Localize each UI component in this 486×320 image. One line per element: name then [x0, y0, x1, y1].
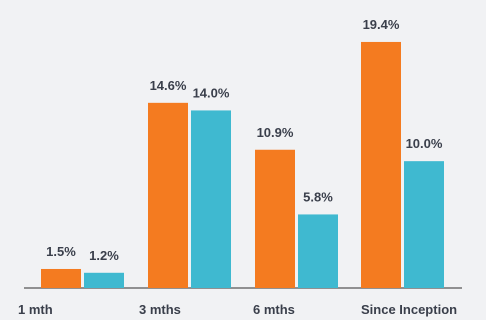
x-tick-label-0: 1 mth — [18, 302, 53, 317]
data-label-blue-3: 10.0% — [406, 136, 443, 151]
bars-group — [41, 41, 444, 288]
x-tick-label-3: Since Inception — [361, 302, 457, 317]
x-tick-label-1: 3 mths — [139, 302, 181, 317]
bar-blue-2 — [298, 214, 338, 288]
data-label-orange-2: 10.9% — [257, 125, 294, 140]
data-label-blue-1: 14.0% — [193, 85, 230, 100]
bar-orange-3 — [361, 41, 401, 288]
x-tick-label-2: 6 mths — [253, 302, 295, 317]
bar-orange-0 — [41, 268, 81, 288]
data-label-blue-2: 5.8% — [303, 189, 333, 204]
bar-orange-1 — [148, 102, 188, 288]
bar-blue-3 — [404, 161, 444, 288]
bar-blue-1 — [191, 110, 231, 288]
data-label-blue-0: 1.2% — [89, 248, 119, 263]
x-tick-labels-group: 1 mth 3 mths 6 mths Since Inception — [18, 302, 457, 317]
data-labels-group: 1.5% 1.2% 14.6% 14.0% 10.9% 5.8% 19.4% 10.0% — [46, 17, 443, 263]
data-label-orange-1: 14.6% — [150, 78, 187, 93]
bar-orange-2 — [255, 149, 295, 288]
data-label-orange-3: 19.4% — [363, 17, 400, 32]
bar-blue-0 — [84, 272, 124, 288]
data-label-orange-0: 1.5% — [46, 244, 76, 259]
